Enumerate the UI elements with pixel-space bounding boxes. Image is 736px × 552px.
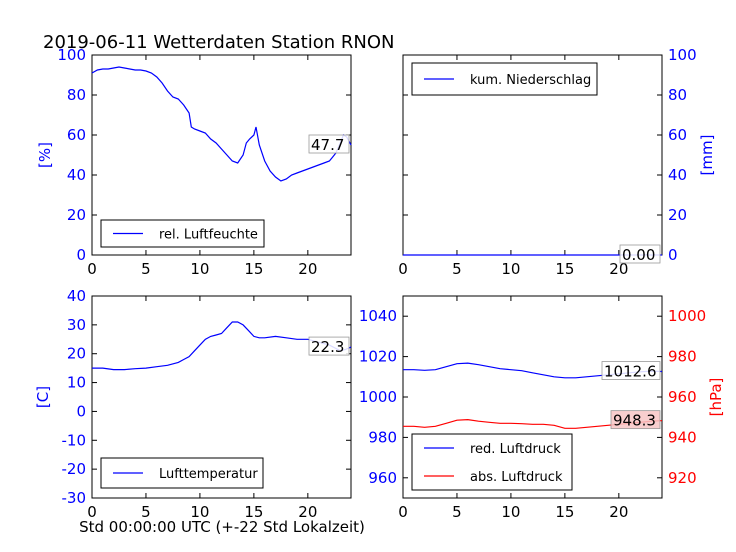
y-tick-label: -10 <box>62 431 87 449</box>
y-tick-label: 40 <box>67 166 86 184</box>
last-value-box <box>308 134 350 154</box>
x-tick-label: 10 <box>190 503 209 521</box>
y-tick-label: 1040 <box>359 307 397 325</box>
x-tick-label: 0 <box>398 260 408 278</box>
x-tick-label: 10 <box>501 503 520 521</box>
x-tick-label: 5 <box>452 260 462 278</box>
legend-label: kum. Niederschlag <box>470 73 591 88</box>
last-value-box <box>308 336 350 356</box>
y-tick-label: 1000 <box>359 388 397 406</box>
ylabel-precipitation: [mm] <box>698 135 716 176</box>
chart-title: 2019-06-11 Wetterdaten Station RNON <box>43 32 394 53</box>
y-tick-label-right: 920 <box>668 469 697 487</box>
x-tick-label: 20 <box>298 503 317 521</box>
y-tick-label: 0 <box>76 246 86 264</box>
y-tick-label: 20 <box>67 345 86 363</box>
ylabel-temperature: [C] <box>34 386 52 408</box>
x-tick-label: 5 <box>141 503 151 521</box>
panel-pressure: [hPa] 0 5 10 15 20 960 980 1000 1020 1040 920 940 96… <box>359 295 725 521</box>
y-tick-label: 100 <box>57 46 86 64</box>
y-tick-label: 960 <box>368 469 397 487</box>
last-value-label: 22.3 <box>311 338 344 356</box>
y-tick-label: 40 <box>67 287 86 305</box>
last-value-label: 47.7 <box>311 136 344 154</box>
x-tick-label: 15 <box>244 503 263 521</box>
panel-humidity: [%] 0 5 10 15 20 0 20 40 60 80 100 rel. Luftfeuchte… <box>36 46 352 278</box>
y-tick-label-right: 960 <box>668 388 697 406</box>
plot-frame <box>91 54 352 256</box>
legend-label: Lufttemperatur <box>159 467 258 482</box>
last-value-box <box>610 410 661 430</box>
plot-frame <box>91 295 352 499</box>
y-tick-label: 20 <box>67 206 86 224</box>
y-tick-label: 0 <box>668 246 678 264</box>
x-tick-label: 20 <box>609 503 628 521</box>
last-value-label: 1012.6 <box>604 363 657 381</box>
last-value-label: 948.3 <box>613 412 656 430</box>
panel-temperature: [C] Std 00:00:00 UTC (+-22 Std Lokalzeit… <box>34 287 365 536</box>
x-tick-label: 5 <box>141 260 151 278</box>
legend-box <box>411 433 573 491</box>
xlabel: Std 00:00:00 UTC (+-22 Std Lokalzeit) <box>79 518 365 536</box>
y-tick-label: 1020 <box>359 348 397 366</box>
legend-label: rel. Luftfeuchte <box>159 228 258 243</box>
y-tick-label: 80 <box>668 86 687 104</box>
x-tick-label: 15 <box>555 260 574 278</box>
y-tick-label-right: 940 <box>668 428 697 446</box>
x-tick-label: 15 <box>555 503 574 521</box>
y-tick-label-right: 980 <box>668 348 697 366</box>
y-tick-label: 980 <box>368 428 397 446</box>
series-line-0 <box>91 66 352 182</box>
y-tick-label: -20 <box>62 460 87 478</box>
y-tick-label: 60 <box>668 126 687 144</box>
y-tick-label: 60 <box>67 126 86 144</box>
last-value-label: 0.00 <box>622 246 655 264</box>
x-tick-label: 0 <box>87 260 97 278</box>
y-tick-label: 0 <box>76 402 86 420</box>
ylabel-pressure: [hPa] <box>707 378 725 417</box>
legend-label: abs. Luftdruck <box>470 470 563 485</box>
legend-label: red. Luftdruck <box>470 442 561 457</box>
x-tick-label: 0 <box>87 503 97 521</box>
y-tick-label: -30 <box>62 489 87 507</box>
x-tick-label: 15 <box>244 260 263 278</box>
ylabel-humidity: [%] <box>36 142 54 168</box>
y-tick-label: 10 <box>67 374 86 392</box>
last-value-box <box>601 361 661 380</box>
y-tick-label: 100 <box>668 46 697 64</box>
x-tick-label: 10 <box>190 260 209 278</box>
y-tick-label: 20 <box>668 206 687 224</box>
last-value-box <box>619 244 661 264</box>
y-tick-label: 30 <box>67 316 86 334</box>
y-tick-label: 80 <box>67 86 86 104</box>
x-tick-label: 20 <box>609 260 628 278</box>
y-tick-label: 40 <box>668 166 687 184</box>
x-tick-label: 0 <box>398 503 408 521</box>
y-tick-label-right: 1000 <box>668 307 706 325</box>
x-tick-label: 5 <box>452 503 462 521</box>
x-tick-label: 20 <box>298 260 317 278</box>
panel-precipitation: [mm] 0 5 10 15 20 0 20 40 60 80 100 kum. Niederschl… <box>398 46 716 278</box>
x-tick-label: 10 <box>501 260 520 278</box>
